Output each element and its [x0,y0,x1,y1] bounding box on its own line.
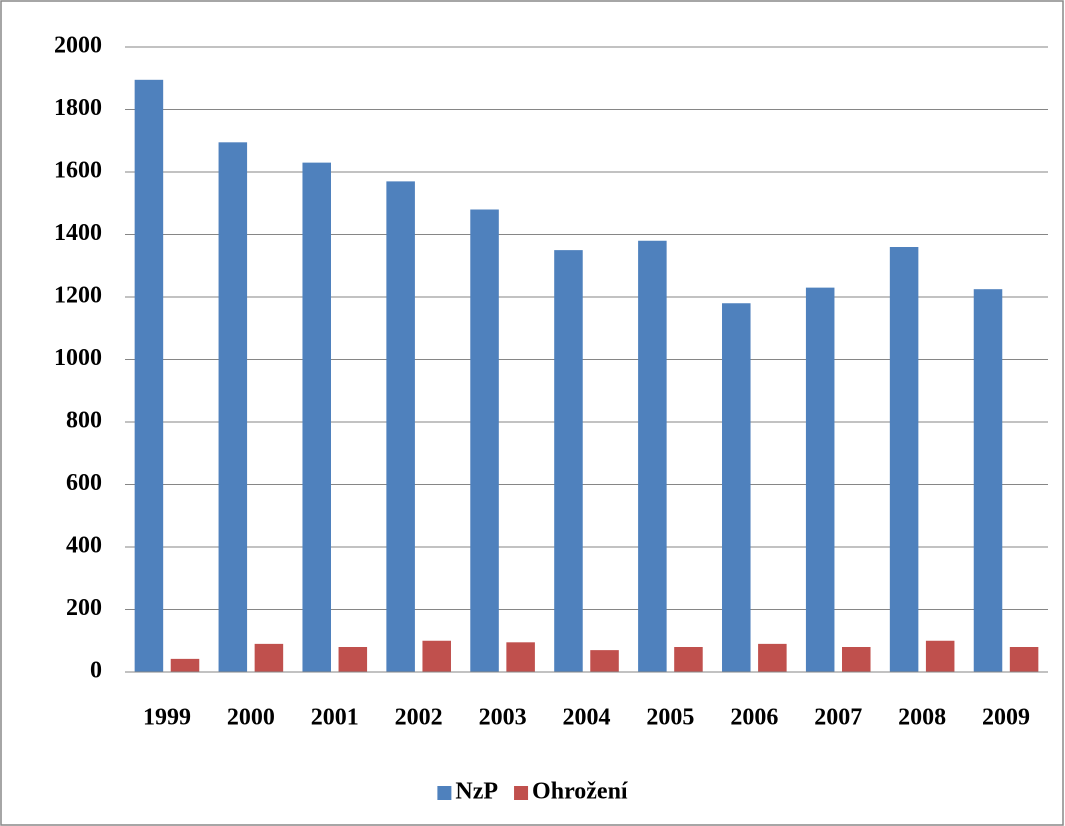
bar [470,209,499,672]
bar [925,640,955,672]
x-tick-label: 1999 [143,705,191,731]
bar [973,289,1003,672]
y-tick-label: 0 [90,658,102,684]
x-tick-label: 2001 [311,705,359,731]
x-tick-label: 2000 [227,705,275,731]
y-tick-label: 2000 [54,33,102,59]
bar [506,642,535,672]
bar [302,162,331,672]
bar [758,643,787,672]
bar [422,640,451,672]
y-tick-label: 1200 [54,283,102,309]
bar [638,240,667,672]
bar [842,647,871,672]
bar [889,247,919,672]
bar [170,658,200,672]
bar [338,647,368,672]
y-tick-label: 600 [66,470,102,496]
legend-label: Ohrožení [532,779,628,805]
legend-swatch [514,786,529,800]
bar [674,647,703,672]
y-tick-label: 1800 [54,95,102,121]
y-tick-label: 1600 [54,158,102,184]
legend-swatch [437,786,452,800]
bar [722,303,751,672]
legend-label: NzP [455,779,498,805]
x-tick-label: 2007 [814,705,862,731]
bar [590,650,619,672]
y-tick-label: 400 [66,533,102,559]
bar [386,181,415,672]
bar [1009,647,1039,672]
x-tick-label: 2003 [479,705,527,731]
y-tick-label: 1000 [54,345,102,371]
x-tick-label: 2008 [898,705,946,731]
bar [805,287,835,672]
x-tick-label: 2006 [730,705,778,731]
y-tick-label: 800 [66,408,102,434]
y-tick-label: 1400 [54,220,102,246]
bar [254,643,284,672]
bar [218,142,248,672]
x-tick-label: 2005 [646,705,694,731]
x-tick-label: 2004 [563,705,611,731]
x-tick-label: 2009 [982,705,1030,731]
y-tick-label: 200 [66,595,102,621]
x-tick-label: 2002 [395,705,443,731]
bar [554,250,583,672]
bar [134,79,164,672]
